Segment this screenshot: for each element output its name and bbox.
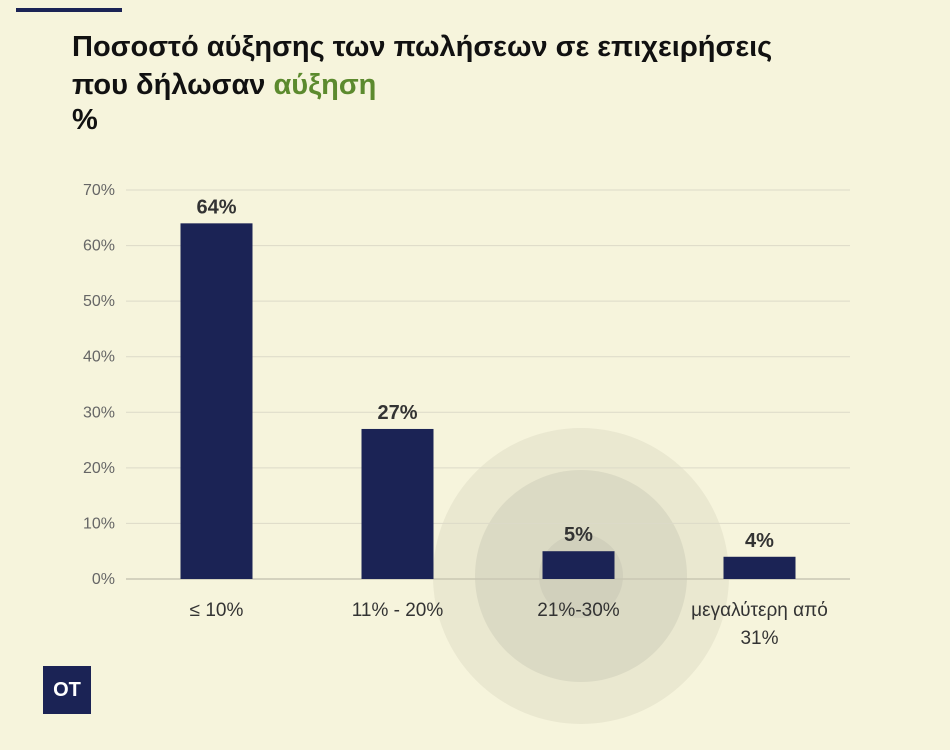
- bar: [542, 551, 615, 579]
- y-tick-label: 20%: [83, 460, 115, 477]
- y-tick-label: 60%: [83, 238, 115, 255]
- y-tick-label: 0%: [92, 571, 115, 588]
- x-category-label: 11% - 20%: [352, 600, 444, 621]
- bar: [180, 223, 253, 580]
- x-category-label: 21%-30%: [537, 600, 619, 621]
- title-line-2-prefix: που δήλωσαν: [72, 69, 274, 101]
- y-tick-label: 10%: [83, 515, 115, 532]
- ot-logo: OT: [43, 666, 91, 714]
- title-line-2: που δήλωσαν αύξηση: [72, 66, 932, 104]
- unit-label: %: [72, 104, 98, 136]
- y-tick-label: 40%: [83, 349, 115, 366]
- top-accent-rule: [16, 8, 122, 12]
- y-tick-label: 70%: [83, 182, 115, 199]
- bar: [361, 428, 434, 579]
- bar-value-label: 5%: [564, 524, 593, 546]
- x-category-label: 31%: [740, 628, 778, 649]
- bar: [723, 556, 796, 579]
- chart-title: Ποσοστό αύξησης των πωλήσεων σε επιχειρή…: [72, 28, 932, 104]
- bar-value-label: 4%: [745, 530, 774, 552]
- bar-value-label: 27%: [377, 402, 417, 424]
- x-category-label: μεγαλύτερη από: [691, 600, 828, 621]
- title-accent-word: αύξηση: [273, 69, 377, 101]
- y-tick-label: 50%: [83, 293, 115, 310]
- x-category-label: ≤ 10%: [190, 600, 244, 621]
- bar-value-label: 64%: [196, 196, 236, 218]
- title-line-1: Ποσοστό αύξησης των πωλήσεων σε επιχειρή…: [72, 31, 773, 63]
- y-tick-label: 30%: [83, 404, 115, 421]
